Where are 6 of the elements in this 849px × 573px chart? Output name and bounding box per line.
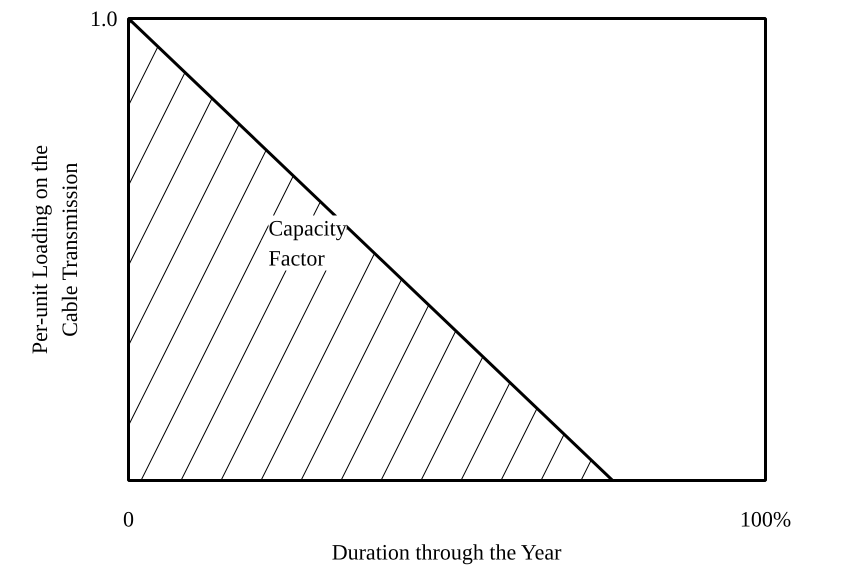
x-axis-title: Duration through the Year [332,540,562,564]
y-tick-label: 1.0 [90,6,118,31]
y-axis-title: Per-unit Loading on the Cable Transmission [27,144,82,354]
x-tick-label: 0 [123,506,134,532]
x-tick-label: 100% [740,506,792,532]
annotation: Capacity Factor [268,216,347,270]
